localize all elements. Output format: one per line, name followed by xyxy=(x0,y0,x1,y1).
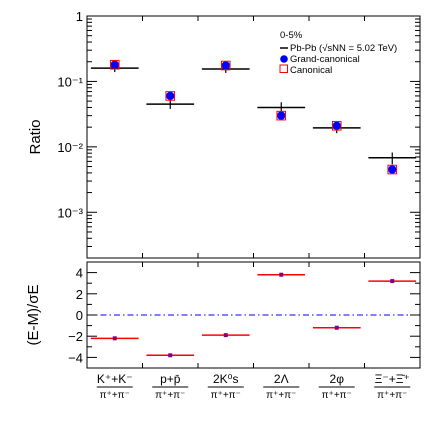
grand-canonical-point xyxy=(332,121,341,130)
category-numerator: 2K⁰s xyxy=(213,372,239,386)
canonical-point xyxy=(387,164,398,175)
legend-circle-marker xyxy=(280,55,288,63)
category-numerator: p+p̄ xyxy=(160,372,181,386)
deviation-point xyxy=(223,333,228,338)
legend: 0-5% Pb-Pb (√sNN = 5.02 TeV)Grand-canonic… xyxy=(279,30,397,76)
grand-canonical-point xyxy=(110,60,119,69)
canonical-point xyxy=(331,120,342,131)
category-numerator: Ξ⁻+Ξ̄⁺ xyxy=(375,372,410,386)
category-denominator: π⁺+π⁻ xyxy=(377,390,407,401)
legend-label: Pb-Pb (√sNN = 5.02 TeV) xyxy=(290,43,397,54)
category-denominator: π⁺+π⁻ xyxy=(322,390,352,401)
y-axis-title: Ratio xyxy=(27,119,44,154)
y-tick-label: 1 xyxy=(76,9,83,24)
category-labels: K⁺+K⁻ π⁺+π⁻ p+p̄ π⁺+π⁻ 2K⁰s π⁺+π⁻ 2Λ π⁺+π⁻ 2φ π⁺+… xyxy=(96,372,411,401)
category-numerator: K⁺+K⁻ xyxy=(97,372,133,386)
category-denominator: π⁺+π⁻ xyxy=(266,390,296,401)
canonical-point xyxy=(220,60,231,71)
y-tick-label: 2 xyxy=(76,287,83,302)
grand-canonical-point xyxy=(221,61,230,70)
category-denominator: π⁺+π⁻ xyxy=(100,390,130,401)
top-panel: 1 10⁻¹ 10⁻² 10⁻³ Ratio xyxy=(27,9,421,259)
deviation-point xyxy=(279,272,284,277)
y-tick-label: −2 xyxy=(68,329,83,344)
legend-header: 0-5% xyxy=(280,30,303,41)
legend-label: Canonical xyxy=(290,65,332,76)
category-numerator: 2φ xyxy=(330,372,345,386)
category-denominator: π⁺+π⁻ xyxy=(155,390,185,401)
deviation-point xyxy=(334,325,339,330)
canonical-point xyxy=(165,91,176,101)
legend-label: Grand-canonical xyxy=(290,54,360,65)
legend-square-marker xyxy=(279,64,288,73)
grand-canonical-point xyxy=(277,111,286,120)
canonical-point xyxy=(109,59,120,70)
y-tick-label: 10⁻¹ xyxy=(57,74,83,89)
grand-canonical-point xyxy=(388,165,397,174)
bottom-panel: −4 −2 0 2 4 (E-M)/σE xyxy=(25,261,421,369)
y-tick-label: 10⁻² xyxy=(57,140,83,155)
deviation-point xyxy=(112,336,117,341)
deviation-point xyxy=(390,279,395,284)
y-axis-title: (E-M)/σE xyxy=(25,285,42,346)
y-tick-label: −4 xyxy=(68,350,83,365)
category-denominator: π⁺+π⁻ xyxy=(211,390,241,401)
y-tick-label: 0 xyxy=(76,308,83,323)
y-tick-label: 10⁻³ xyxy=(57,205,83,220)
category-numerator: 2Λ xyxy=(274,372,289,386)
y-tick-label: 4 xyxy=(76,266,83,281)
grand-canonical-point xyxy=(166,91,175,101)
deviation-point xyxy=(168,353,173,358)
canonical-point xyxy=(276,110,287,121)
